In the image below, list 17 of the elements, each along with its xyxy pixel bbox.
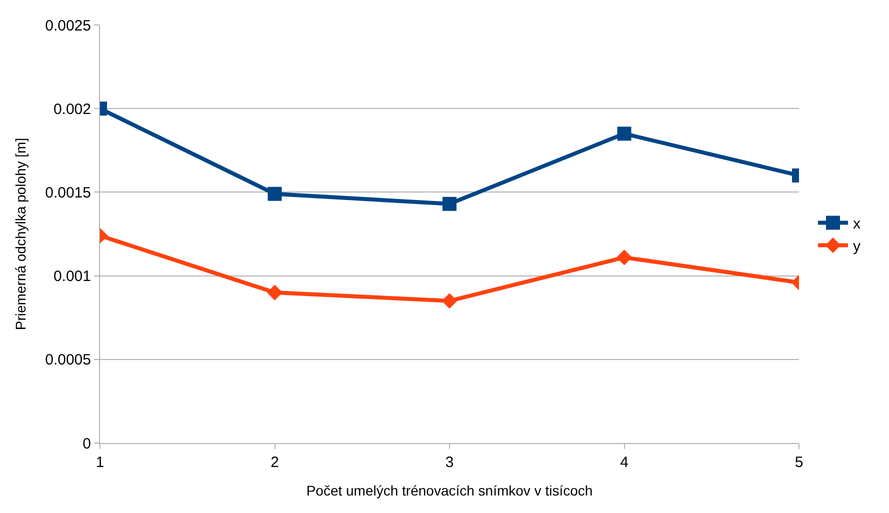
y-tick-label: 0.0025 (45, 17, 91, 34)
legend-label: x (852, 216, 861, 233)
y-tick-label: 0.0015 (45, 184, 91, 202)
y-tick-label: 0.0005 (45, 352, 91, 369)
y-tick-label: 0.001 (53, 268, 91, 286)
point (442, 196, 456, 211)
x-tick-label: 4 (620, 454, 628, 471)
x-tick-label: 2 (270, 454, 279, 471)
x-tick-label: 3 (445, 454, 454, 471)
y-tick-label: 0.002 (53, 100, 91, 118)
point (442, 293, 458, 309)
x-tick-label: 1 (96, 454, 104, 471)
x-axis-title: Počet umelých trénovacích snímkov v tisícoch (306, 482, 593, 498)
x-tick-label: 5 (794, 454, 804, 471)
legend-label: y (852, 238, 861, 256)
y-axis-title: Priemerná odchylka polohy [m] (12, 138, 29, 330)
y-tick-label: 0 (82, 435, 91, 452)
